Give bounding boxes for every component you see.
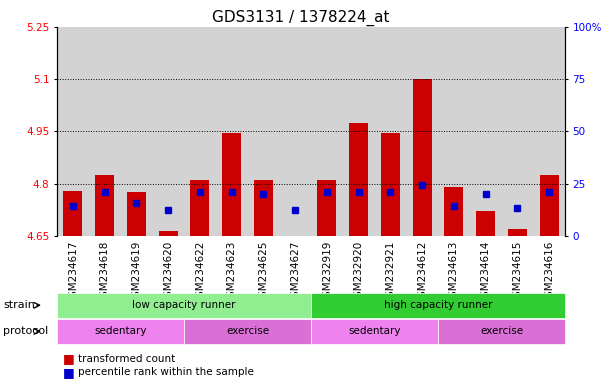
Text: exercise: exercise <box>480 326 523 336</box>
Bar <box>343 27 374 236</box>
Text: high capacity runner: high capacity runner <box>383 300 492 310</box>
Bar <box>248 27 279 236</box>
Text: percentile rank within the sample: percentile rank within the sample <box>78 367 254 377</box>
Bar <box>279 27 311 236</box>
Bar <box>254 180 273 236</box>
Bar <box>89 27 121 236</box>
Bar <box>374 27 406 236</box>
Text: exercise: exercise <box>226 326 269 336</box>
Bar <box>216 27 248 236</box>
Bar <box>311 27 343 236</box>
Bar <box>508 229 527 236</box>
Bar <box>349 122 368 236</box>
Bar <box>121 27 152 236</box>
Bar <box>381 133 400 236</box>
Bar <box>501 27 533 236</box>
Text: strain: strain <box>3 300 35 310</box>
Text: transformed count: transformed count <box>78 354 175 364</box>
Bar <box>476 212 495 236</box>
Bar <box>64 190 82 236</box>
Bar <box>540 175 558 236</box>
Bar <box>152 27 184 236</box>
Text: sedentary: sedentary <box>94 326 147 336</box>
Bar <box>191 180 209 236</box>
Bar <box>127 192 146 236</box>
Text: sedentary: sedentary <box>348 326 401 336</box>
Bar <box>184 27 216 236</box>
Text: GDS3131 / 1378224_at: GDS3131 / 1378224_at <box>212 10 389 26</box>
Bar <box>444 187 463 236</box>
Bar <box>95 175 114 236</box>
Bar <box>533 27 565 236</box>
Bar <box>412 79 432 236</box>
Bar <box>57 27 89 236</box>
Bar <box>285 236 305 238</box>
Bar <box>222 133 241 236</box>
Bar <box>159 230 178 236</box>
Text: protocol: protocol <box>3 326 48 336</box>
Bar <box>317 180 337 236</box>
Text: ■: ■ <box>63 353 75 366</box>
Bar <box>406 27 438 236</box>
Bar <box>470 27 501 236</box>
Text: low capacity runner: low capacity runner <box>132 300 236 310</box>
Text: ■: ■ <box>63 366 75 379</box>
Bar <box>438 27 470 236</box>
